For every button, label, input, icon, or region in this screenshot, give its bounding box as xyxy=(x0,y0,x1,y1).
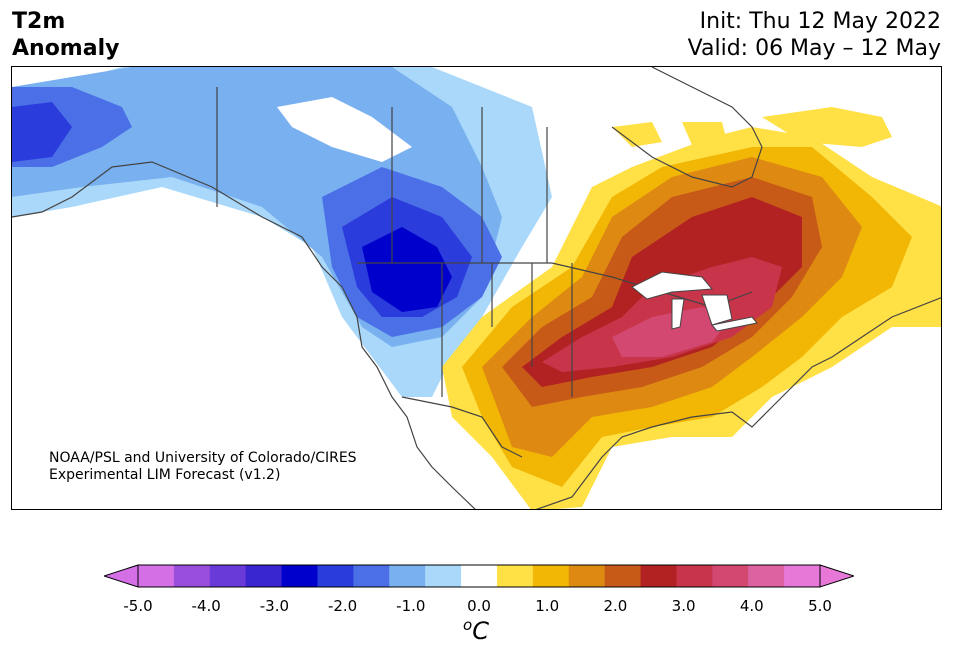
lake-huron xyxy=(701,294,733,326)
unit-base: C xyxy=(472,617,489,645)
colorbar-segment xyxy=(281,565,318,587)
colorbar-tick-label: 3.0 xyxy=(671,597,696,615)
colorbar-tick-label: 4.0 xyxy=(739,597,764,615)
colorbar-segment xyxy=(784,565,821,587)
colorbar-segment xyxy=(748,565,785,587)
unit-superscript: o xyxy=(463,616,473,634)
colorbar-segment xyxy=(496,565,534,587)
colorbar-segment xyxy=(245,565,283,587)
contour-warm-6 xyxy=(542,257,782,372)
colorbar-segment xyxy=(532,565,570,587)
colorbar xyxy=(104,564,854,588)
title-variable: T2m xyxy=(12,9,66,34)
contour-cold-4 xyxy=(12,102,72,162)
neutral-patch xyxy=(277,97,412,162)
anomaly-map xyxy=(12,67,941,509)
credit-text: NOAA/PSL and University of Colorado/CIRE… xyxy=(49,450,357,484)
forecast-dates: Init: Thu 12 May 2022 Valid: 06 May – 12… xyxy=(688,8,941,62)
colorbar-under-arrow xyxy=(104,564,139,588)
contour-cold-7 xyxy=(362,227,452,312)
colorbar-segment xyxy=(676,565,713,587)
colorbar-tick-label: 2.0 xyxy=(603,597,628,615)
coastline xyxy=(12,161,476,509)
unit-label: oC xyxy=(463,616,489,645)
credit-line-2: Experimental LIM Forecast (v1.2) xyxy=(49,467,281,483)
cold-anomaly-field xyxy=(12,67,552,397)
colorbar-segment xyxy=(317,565,354,587)
us-mexico-border xyxy=(401,396,523,458)
colorbar-segment xyxy=(712,565,749,587)
title-measure: Anomaly xyxy=(12,36,120,61)
init-date: Init: Thu 12 May 2022 xyxy=(699,9,941,34)
colorbar-tick-label: -4.0 xyxy=(191,597,221,615)
colorbar-tick-label: 5.0 xyxy=(808,597,832,615)
colorbar-segment xyxy=(461,565,498,587)
colorbar-segment xyxy=(389,565,426,587)
colorbar-outline xyxy=(137,564,821,588)
credit-line-1: NOAA/PSL and University of Colorado/CIRE… xyxy=(49,450,357,466)
colorbar-segment xyxy=(173,565,211,587)
great-lakes xyxy=(631,271,758,332)
colorbar-tick-label: -5.0 xyxy=(123,597,153,615)
province-lines xyxy=(391,107,573,397)
contour-warm-7 xyxy=(612,307,732,357)
colorbar-segment xyxy=(138,565,175,587)
map-title: T2m Anomaly xyxy=(12,8,119,62)
colorbar-segment xyxy=(425,565,462,587)
lake-michigan xyxy=(671,298,685,330)
contour-warm-10 xyxy=(682,122,727,145)
map-panel xyxy=(11,66,942,510)
hudson-bay xyxy=(611,67,763,188)
gulf-coast xyxy=(535,297,941,509)
colorbar-segment xyxy=(604,565,642,587)
valid-range: Valid: 06 May – 12 May xyxy=(687,36,941,61)
colorbar-tick-label: -1.0 xyxy=(396,597,426,615)
contour-warm-8 xyxy=(762,107,892,147)
lake-superior xyxy=(631,271,714,300)
contour-warm-9 xyxy=(612,122,662,147)
colorbar-segment xyxy=(209,565,247,587)
lake-erie xyxy=(711,316,758,332)
colorbar-segment xyxy=(568,565,606,587)
colorbar-segment xyxy=(353,565,390,587)
colorbar-over-arrow xyxy=(819,564,854,588)
colorbar-tick-label: 1.0 xyxy=(535,597,560,615)
colorbar-tick-label: 0.0 xyxy=(467,597,491,615)
colorbar-tick-label: -2.0 xyxy=(327,597,358,615)
colorbar-tick-label: -3.0 xyxy=(259,597,290,615)
colorbar-segment xyxy=(640,565,677,587)
